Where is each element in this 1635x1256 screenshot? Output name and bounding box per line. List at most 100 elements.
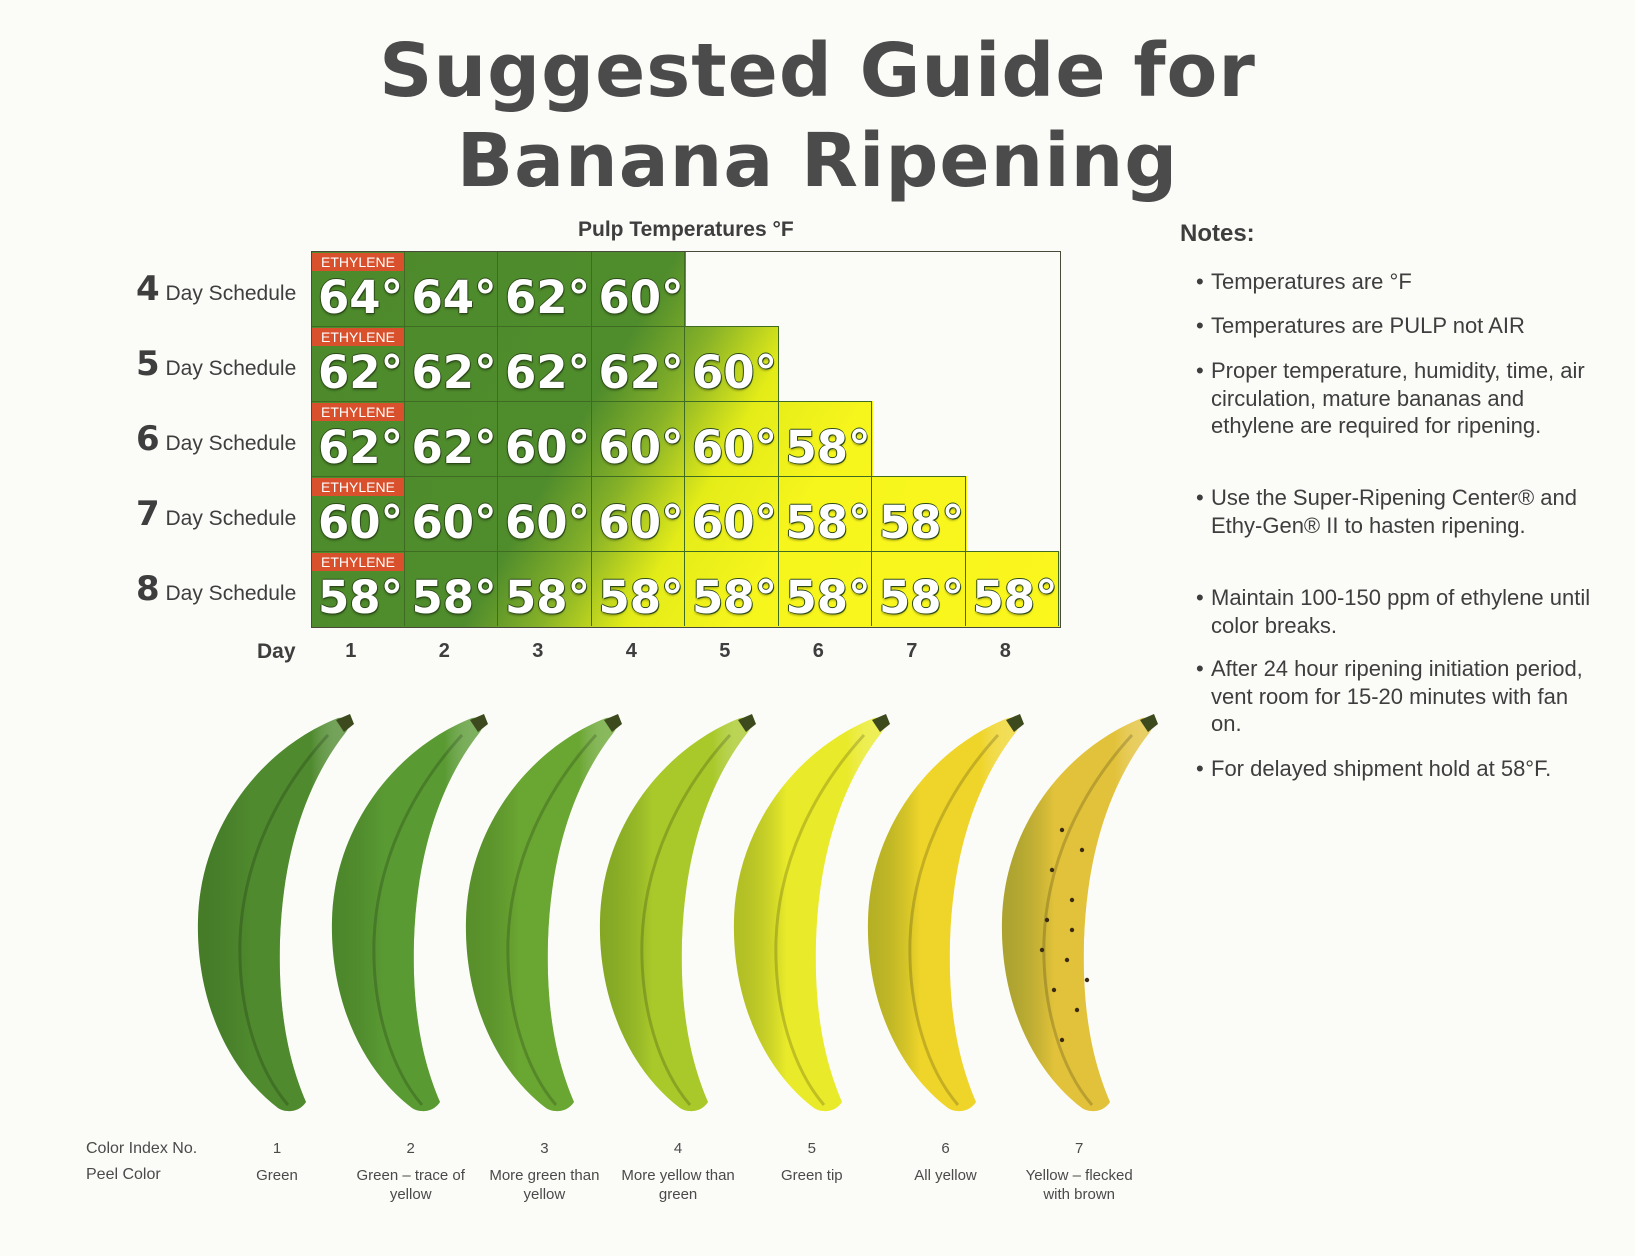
temp-value: 58° bbox=[785, 496, 871, 549]
banana-stage-7-icon bbox=[1001, 714, 1158, 1112]
schedule-days-number: 6 bbox=[136, 419, 160, 459]
temp-cell: 58° bbox=[404, 551, 498, 626]
temp-value: 58° bbox=[692, 571, 778, 624]
ethylene-badge: ETHYLENE bbox=[312, 553, 404, 571]
schedule-label: 7 Day Schedule bbox=[136, 494, 296, 534]
empty-area-row-4 bbox=[686, 251, 1061, 326]
temp-value: 62° bbox=[318, 346, 404, 399]
temp-value: 60° bbox=[505, 421, 591, 474]
day-number: 6 bbox=[812, 640, 824, 662]
brown-fleck bbox=[1084, 977, 1090, 983]
table-frame bbox=[311, 251, 1061, 628]
banana-ridge bbox=[372, 733, 464, 1106]
banana-shading bbox=[465, 717, 617, 1112]
schedule-days-number: 4 bbox=[136, 269, 160, 309]
temp-cell: 60° bbox=[591, 476, 685, 551]
pulp-temperatures-header: Pulp Temperatures °F bbox=[578, 218, 794, 241]
color-index-number: 3 bbox=[540, 1140, 549, 1157]
banana-shading bbox=[1001, 717, 1153, 1112]
day-number: 4 bbox=[625, 640, 637, 662]
note-text: Temperatures are PULP not AIR bbox=[1211, 313, 1525, 338]
temp-value: 60° bbox=[318, 496, 404, 549]
notes-title: Notes: bbox=[1180, 220, 1255, 247]
note-text: Maintain 100-150 ppm of ethylene until c… bbox=[1211, 585, 1591, 638]
note-text: Use the Super-Ripening Center® and Ethy-… bbox=[1211, 485, 1577, 538]
temp-cell: 62° bbox=[498, 326, 592, 401]
day-number: 5 bbox=[719, 640, 731, 662]
temp-cell: 60° bbox=[685, 401, 779, 476]
temp-cell: 62° bbox=[404, 401, 498, 476]
temp-value: 62° bbox=[505, 271, 591, 324]
temp-cell: 58° bbox=[498, 551, 592, 626]
brown-fleck bbox=[1064, 957, 1070, 963]
temp-cell: 60° bbox=[498, 476, 592, 551]
bullet-icon: • bbox=[1196, 656, 1204, 681]
banana-shading bbox=[733, 717, 885, 1112]
ripening-schedule-table: ETHYLENE 64° 64° 62° 60° ETHYLENE 62° 62° 62° 62°… bbox=[311, 251, 1061, 628]
temp-cell: 62° bbox=[498, 251, 592, 326]
banana-stem bbox=[336, 714, 354, 732]
temp-cell: ETHYLENE 60° bbox=[311, 476, 405, 551]
schedule-text: Day Schedule bbox=[159, 282, 297, 305]
brown-fleck bbox=[1039, 947, 1045, 953]
temp-value: 64° bbox=[411, 271, 497, 324]
temp-value: 60° bbox=[598, 496, 684, 549]
banana-stem bbox=[1140, 714, 1158, 732]
color-index-label: Color Index No. bbox=[86, 1140, 198, 1157]
banana-stage-6-icon bbox=[867, 714, 1024, 1112]
day-number: 2 bbox=[438, 640, 450, 662]
temp-cell: 58° bbox=[778, 476, 872, 551]
temp-value: 58° bbox=[598, 571, 684, 624]
note-item: • Temperatures are PULP not AIR bbox=[1196, 312, 1596, 340]
temp-value: 60° bbox=[598, 271, 684, 324]
schedule-days-number: 8 bbox=[136, 569, 160, 609]
banana-color-stages bbox=[180, 700, 1180, 1140]
banana-ridge bbox=[908, 733, 1000, 1106]
temp-value: 60° bbox=[692, 346, 778, 399]
schedule-label: 6 Day Schedule bbox=[136, 419, 296, 459]
temp-value: 58° bbox=[879, 496, 965, 549]
bullet-icon: • bbox=[1196, 313, 1204, 338]
bullet-icon: • bbox=[1196, 585, 1204, 610]
bullet-icon: • bbox=[1196, 756, 1204, 781]
ethylene-badge: ETHYLENE bbox=[312, 478, 404, 496]
temp-cell: ETHYLENE 64° bbox=[311, 251, 405, 326]
banana-stage-5-icon bbox=[733, 714, 890, 1112]
color-index-number: 7 bbox=[1075, 1140, 1084, 1157]
color-index-number: 5 bbox=[807, 1140, 816, 1157]
temp-cell: 60° bbox=[685, 476, 779, 551]
bullet-icon: • bbox=[1196, 485, 1204, 510]
temp-value: 58° bbox=[879, 571, 965, 624]
banana-shading bbox=[331, 717, 483, 1112]
day-number: 3 bbox=[532, 640, 544, 662]
temp-value: 60° bbox=[692, 421, 778, 474]
temp-cell: 62° bbox=[404, 326, 498, 401]
color-index-number: 1 bbox=[272, 1140, 282, 1157]
temp-value: 58° bbox=[972, 571, 1058, 624]
note-item: • Temperatures are °F bbox=[1196, 268, 1596, 296]
temp-cell: 64° bbox=[404, 251, 498, 326]
peel-color-text: All yellow bbox=[914, 1167, 977, 1184]
note-text: Proper temperature, humidity, time, air … bbox=[1211, 358, 1585, 438]
temp-cell: 60° bbox=[685, 326, 779, 401]
schedule-text: Day Schedule bbox=[159, 582, 297, 605]
bullet-icon: • bbox=[1196, 358, 1204, 383]
brown-fleck bbox=[1059, 1037, 1065, 1043]
banana-ridge bbox=[774, 733, 866, 1106]
temp-cell: ETHYLENE 58° bbox=[311, 551, 405, 626]
day-number: 1 bbox=[345, 640, 357, 662]
note-text: After 24 hour ripening initiation period… bbox=[1211, 656, 1583, 736]
banana-stem bbox=[738, 714, 756, 732]
schedule-label: 4 Day Schedule bbox=[136, 269, 296, 309]
banana-stage-2-icon bbox=[331, 714, 488, 1112]
color-index-number: 4 bbox=[673, 1140, 683, 1157]
banana-stage-4-icon bbox=[599, 714, 756, 1112]
ethylene-badge: ETHYLENE bbox=[312, 403, 404, 421]
empty-area-row-6 bbox=[873, 401, 1061, 476]
brown-fleck bbox=[1074, 1007, 1080, 1013]
brown-fleck bbox=[1069, 897, 1075, 903]
temp-cell: ETHYLENE 62° bbox=[311, 401, 405, 476]
note-text: Temperatures are °F bbox=[1211, 269, 1412, 294]
peel-color-text: More green than yellow bbox=[489, 1167, 600, 1203]
schedule-text: Day Schedule bbox=[159, 357, 297, 380]
